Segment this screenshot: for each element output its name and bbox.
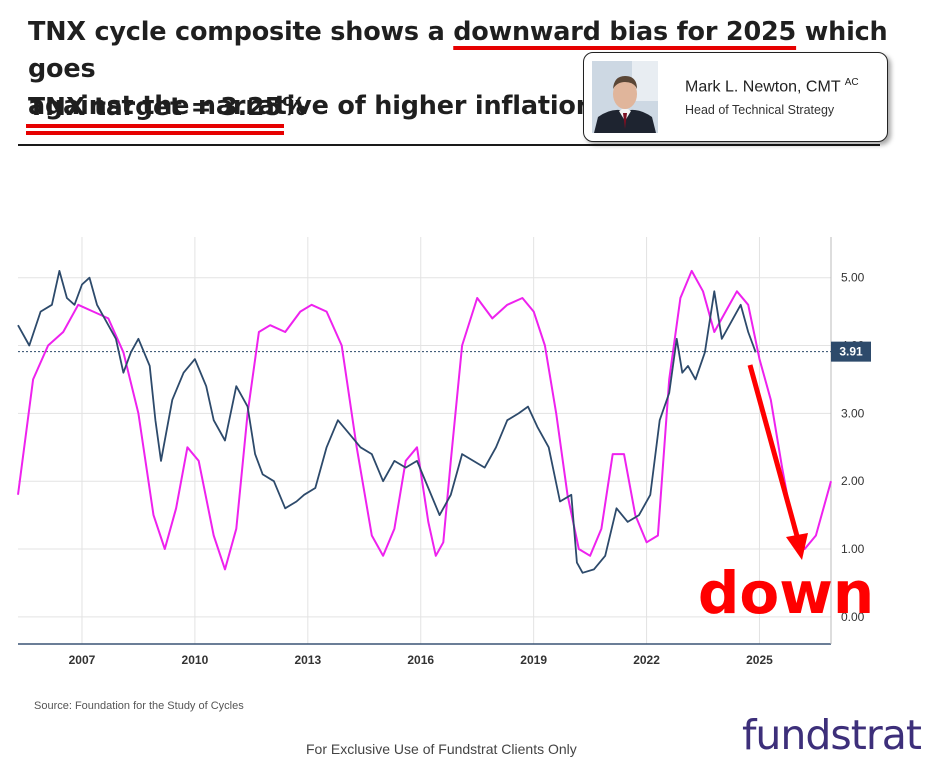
x-gridlines [81,237,760,644]
headline: TNX cycle composite shows a downward bia… [28,14,931,125]
headline-highlight: downward bias for 2025 [453,17,797,47]
footer-disclaimer: For Exclusive Use of Fundstrat Clients O… [306,741,577,757]
x-tick-label: 2010 [182,653,209,667]
source-note: Source: Foundation for the Study of Cycl… [34,700,244,712]
tnx-price-line [17,270,757,574]
x-tick-labels: 2007 2010 2013 2016 2019 2022 2025 [69,653,774,667]
x-tick-label: 2025 [746,653,773,667]
cycle-composite-line [17,269,832,571]
x-tick-label: 2013 [294,653,321,667]
x-tick-label: 2022 [633,653,660,667]
y-tick-label: 1.00 [841,542,865,556]
headline-line2: against the narrative of higher inflatio… [28,91,604,121]
x-tick-label: 2007 [69,653,96,667]
author-name: Mark L. Newton, CMT AC [685,77,859,96]
author-photo [592,61,658,133]
author-role: Head of Technical Strategy [685,103,835,117]
x-tick-label: 2019 [520,653,547,667]
fundstrat-logo: fundstrat [742,711,922,759]
headline-line1-post: which goes [28,17,888,84]
down-annotation: down [698,559,874,627]
y-tick-label: 0.00 [841,610,865,624]
target-text: TNX target = 3.25% [28,92,307,121]
series-group [17,269,832,574]
y-tick-label: 5.00 [841,271,865,285]
x-tick-label: 2016 [407,653,434,667]
svg-text:3.91: 3.91 [839,345,863,359]
last-value-badge: 3.91 [831,341,871,362]
headline-line1-pre: TNX cycle composite shows a [28,17,454,47]
author-card: Mark L. Newton, CMT AC Head of Technical… [583,52,888,142]
down-arrow [747,364,808,560]
target-underline-2 [26,131,284,135]
y-tick-label: 2.00 [841,474,865,488]
y-gridlines [18,277,831,618]
header-rule [18,144,880,146]
y-tick-label: 3.00 [841,406,865,420]
target-underline [26,124,284,128]
